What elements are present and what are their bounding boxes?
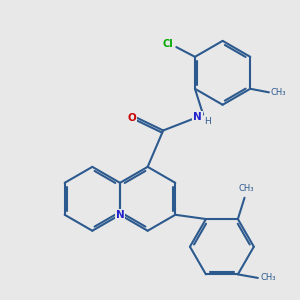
Text: Cl: Cl — [163, 39, 174, 50]
Text: CH₃: CH₃ — [239, 184, 254, 194]
Text: H: H — [204, 117, 211, 126]
Text: N: N — [116, 210, 124, 220]
Text: N: N — [193, 112, 202, 122]
Text: CH₃: CH₃ — [271, 88, 286, 97]
Text: CH₃: CH₃ — [260, 273, 276, 282]
Text: O: O — [128, 113, 136, 123]
